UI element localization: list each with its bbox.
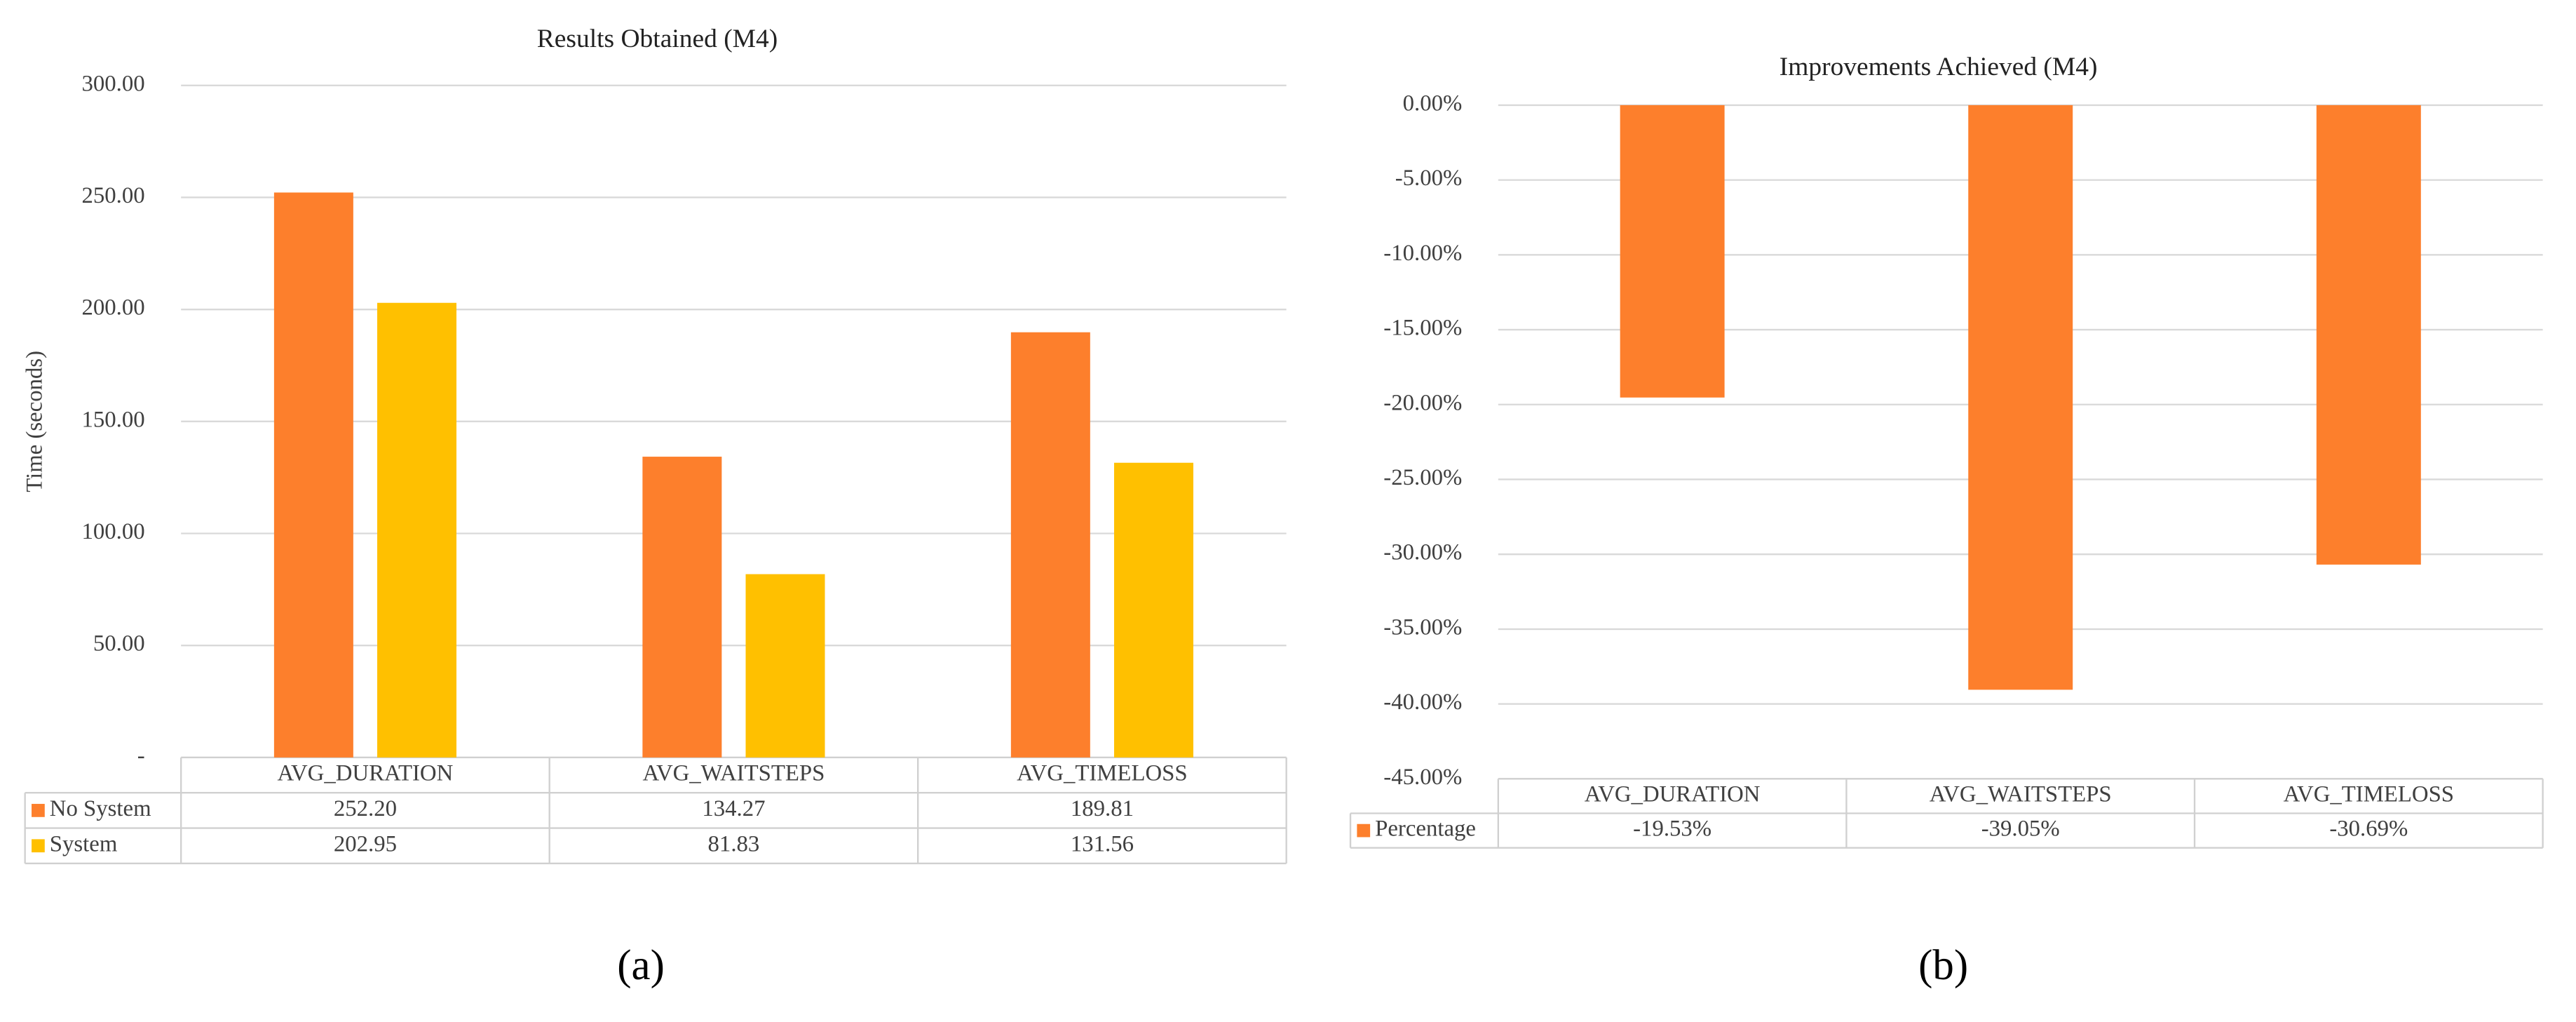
y-tick-label: -35.00% — [1383, 614, 1462, 640]
table-value: -39.05% — [1981, 816, 2060, 842]
y-tick-label: -5.00% — [1395, 166, 1463, 191]
chart-title: Improvements Achieved (M4) — [1780, 53, 2098, 81]
y-tick-label: - — [137, 743, 145, 768]
legend-marker — [1357, 823, 1371, 838]
x-tick-label: AVG_TIMELOSS — [2284, 781, 2454, 807]
y-tick-label: 150.00 — [82, 407, 145, 432]
legend-label: Percentage — [1375, 816, 1476, 842]
y-tick-label: 200.00 — [82, 295, 145, 321]
legend-marker — [32, 839, 45, 853]
chart-title: Results Obtained (M4) — [537, 25, 778, 53]
bar — [273, 192, 353, 758]
table-value: 81.83 — [708, 831, 760, 856]
table-value: -19.53% — [1633, 816, 1711, 842]
caption: (a) — [617, 942, 665, 989]
y-tick-label: -45.00% — [1383, 765, 1462, 790]
y-tick-label: 50.00 — [93, 631, 145, 657]
bar — [642, 457, 722, 758]
y-tick-label: -30.00% — [1383, 540, 1462, 565]
table-value: 202.95 — [334, 831, 397, 856]
caption: (b) — [1918, 942, 1968, 989]
legend-label: No System — [50, 796, 151, 821]
y-tick-label: 0.00% — [1403, 90, 1463, 116]
x-tick-label: AVG_WAITSTEPS — [642, 761, 825, 786]
legend-label: System — [50, 831, 118, 856]
x-tick-label: AVG_DURATION — [278, 761, 454, 786]
bar — [1010, 332, 1090, 758]
x-tick-label: AVG_TIMELOSS — [1017, 761, 1187, 786]
bar — [377, 302, 456, 758]
y-tick-label: 100.00 — [82, 519, 145, 544]
y-tick-label: -40.00% — [1383, 690, 1462, 715]
table-value: -30.69% — [2329, 816, 2408, 842]
bar — [745, 574, 825, 758]
y-tick-label: 300.00 — [82, 71, 145, 96]
table-value: 131.56 — [1071, 831, 1134, 856]
y-tick-label: 250.00 — [82, 183, 145, 208]
x-tick-label: AVG_DURATION — [1585, 781, 1761, 807]
y-tick-label: -15.00% — [1383, 316, 1462, 341]
table-value: 189.81 — [1071, 796, 1134, 821]
table-value: 252.20 — [334, 796, 397, 821]
x-tick-label: AVG_WAITSTEPS — [1930, 781, 2112, 807]
y-tick-label: -10.00% — [1383, 241, 1462, 266]
y-tick-label: -25.00% — [1383, 465, 1462, 490]
bar — [1968, 105, 2073, 690]
bar — [1620, 105, 1725, 398]
bar — [1113, 462, 1193, 758]
table-value: 134.27 — [702, 796, 765, 821]
bar — [2316, 105, 2421, 565]
y-tick-label: -20.00% — [1383, 390, 1462, 415]
legend-marker — [32, 804, 45, 817]
y-axis-label: Time (seconds) — [22, 351, 48, 492]
